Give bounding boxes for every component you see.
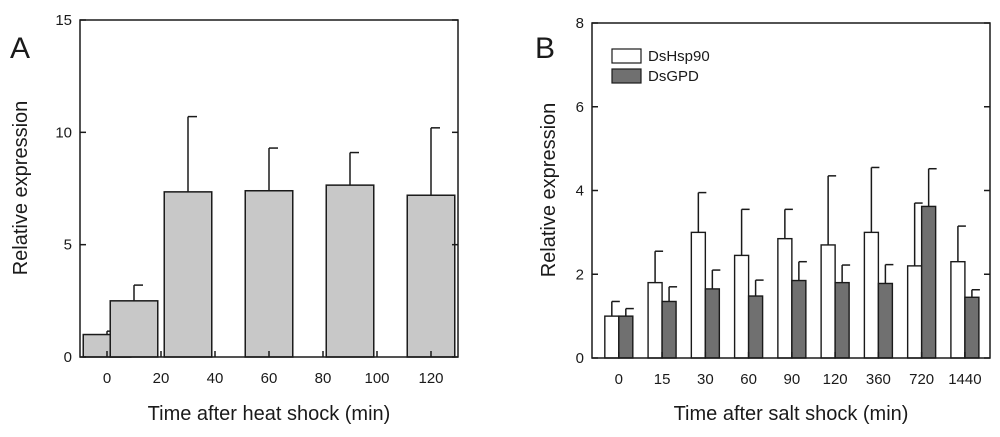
panel-a-x-tick-label: 0 — [103, 370, 111, 387]
panel-b-bar-dsgpd — [877, 282, 894, 359]
panel-b-bar-dshsp90 — [820, 244, 836, 359]
panel-b-y-tick-label: 4 — [576, 183, 584, 200]
panel-a-y-tick-label: 0 — [64, 349, 72, 366]
panel-b-bar-dshsp90 — [863, 231, 880, 359]
panel-b-bar-dsgpd — [661, 300, 677, 359]
panel-b-y-tick-label: 2 — [576, 266, 584, 283]
panel-b-y-axis-label: Relative expression — [538, 103, 560, 278]
legend-swatch-dsgpd — [611, 68, 642, 84]
panel-a-bar — [163, 191, 213, 358]
panel-b-bars — [604, 166, 980, 359]
panel-b-bar-dsgpd — [704, 288, 721, 359]
panel-a-bar — [325, 184, 375, 358]
panel-a-ticks: 0 5 10 15 0 20 40 60 80 100 120 — [55, 12, 458, 387]
panel-a-y-tick-label: 15 — [55, 12, 72, 29]
panel-b-y-tick-label: 6 — [576, 99, 584, 116]
panel-a-y-tick-label: 10 — [55, 124, 72, 141]
panel-b-legend: DsHsp90 DsGPD — [611, 48, 710, 85]
panel-a-bar — [244, 189, 294, 358]
panel-a-y-axis-label: Relative expression — [10, 101, 32, 276]
panel-b-x-tick-label: 720 — [909, 371, 934, 388]
panel-b-x-tick-label: 30 — [697, 371, 714, 388]
panel-b-bar-dshsp90 — [906, 265, 923, 359]
panel-b-x-axis-label: Time after salt shock (min) — [674, 403, 909, 425]
legend-label-dshsp90: DsHsp90 — [648, 48, 710, 65]
panel-a-x-tick-label: 100 — [364, 370, 389, 387]
panel-a-y-tick-label: 5 — [64, 237, 72, 254]
panel-b-y-tick-label: 8 — [576, 15, 584, 32]
panel-a-x-tick-label: 20 — [153, 370, 170, 387]
panel-b-bar-dshsp90 — [733, 254, 750, 359]
panel-b-x-tick-label: 360 — [866, 371, 891, 388]
panel-a-bar — [109, 300, 159, 358]
panel-b-x-tick-label: 60 — [740, 371, 757, 388]
panel-a: A 0 5 10 15 0 20 40 60 80 100 120 Time after heat … — [10, 12, 459, 425]
panel-b-x-tick-label: 1440 — [948, 371, 981, 388]
panel-b: B 0 15 30 60 90 120 360 720 1440 0 2 4 6 8 Time after… — [535, 15, 991, 425]
panel-b-x-tick-label: 120 — [823, 371, 848, 388]
panel-b-bar-dsgpd — [964, 296, 980, 359]
panel-b-x-tick-label: 15 — [654, 371, 671, 388]
panel-a-bars — [82, 115, 456, 358]
panel-b-bar-dsgpd — [920, 205, 937, 359]
panel-b-bar-dshsp90 — [647, 281, 663, 359]
panel-b-bar-dsgpd — [834, 281, 850, 359]
panel-b-bar-dshsp90 — [777, 237, 793, 359]
panel-b-letter: B — [535, 32, 555, 65]
legend-label-dsgpd: DsGPD — [648, 68, 699, 85]
panel-a-x-axis-label: Time after heat shock (min) — [148, 403, 391, 425]
panel-b-bar-dshsp90 — [604, 315, 620, 359]
legend-swatch-dshsp90 — [611, 48, 642, 64]
panel-b-y-tick-label: 0 — [576, 350, 584, 367]
panel-a-bar — [406, 194, 456, 358]
panel-a-x-tick-label: 80 — [315, 370, 332, 387]
panel-a-x-tick-label: 120 — [418, 370, 443, 387]
panel-a-x-tick-label: 40 — [207, 370, 224, 387]
panel-b-x-tick-label: 90 — [784, 371, 801, 388]
panel-b-bar-dsgpd — [791, 279, 807, 359]
panel-a-letter: A — [10, 32, 30, 65]
panel-b-ticks: 0 15 30 60 90 120 360 720 1440 0 2 4 6 8 — [576, 15, 990, 388]
panel-b-bar-dshsp90 — [950, 260, 966, 359]
panel-b-x-tick-label: 0 — [615, 371, 623, 388]
panel-a-x-tick-label: 60 — [261, 370, 278, 387]
panel-b-bar-dshsp90 — [690, 231, 707, 359]
panel-b-bar-dsgpd — [747, 295, 764, 359]
panel-b-bar-dsgpd — [618, 315, 634, 359]
